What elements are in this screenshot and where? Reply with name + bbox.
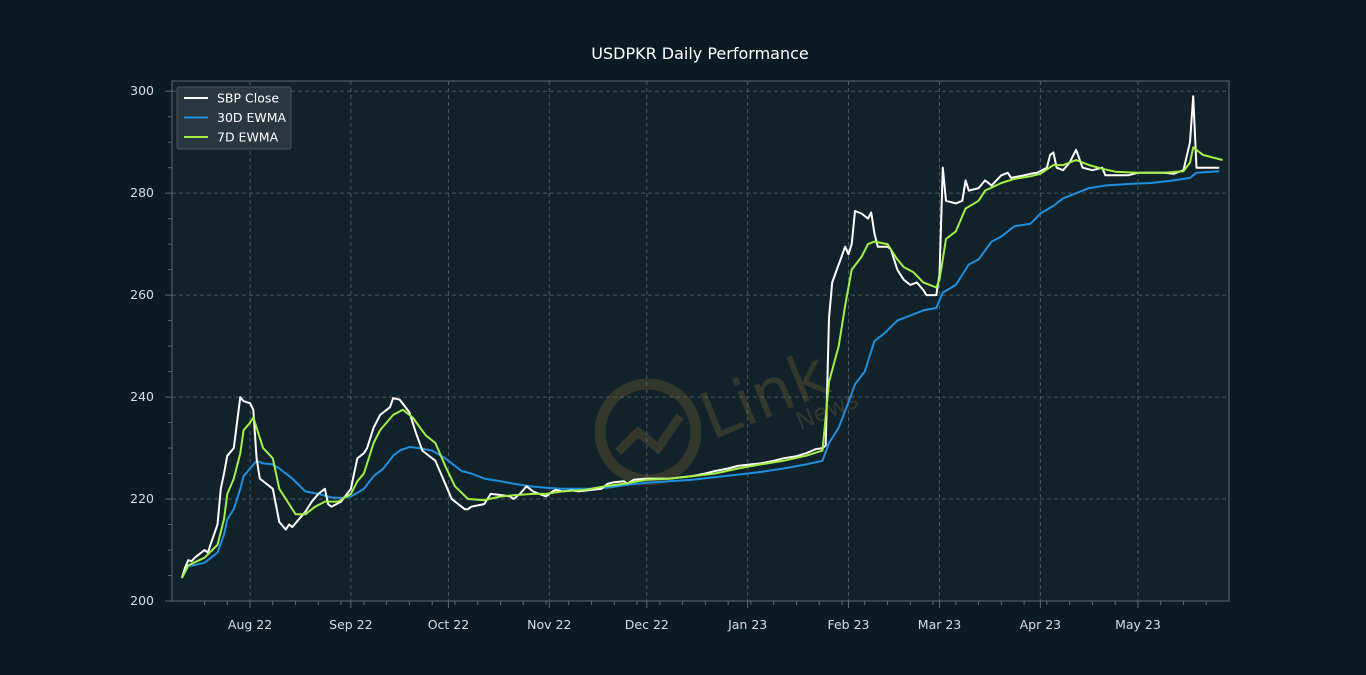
x-tick-label: Oct 22 — [428, 617, 470, 632]
chart-title: USDPKR Daily Performance — [591, 44, 809, 63]
x-tick-label: Sep 22 — [329, 617, 372, 632]
series-line-2 — [180, 146, 1223, 579]
grid — [172, 81, 1229, 602]
y-tick-label: 220 — [130, 491, 154, 506]
x-tick-label: Dec 22 — [625, 617, 669, 632]
series-line-1 — [180, 170, 1220, 579]
y-tick-label: 300 — [130, 83, 154, 98]
x-tick-label: Nov 22 — [527, 617, 571, 632]
y-tick-label: 240 — [130, 389, 154, 404]
plot-area — [172, 81, 1229, 601]
y-tick-label: 200 — [130, 593, 154, 608]
legend-box — [176, 86, 292, 150]
legend-label-1: 30D EWMA — [217, 110, 287, 125]
x-tick-label: Feb 23 — [827, 617, 869, 632]
axes: 200 220 240 260 280 300 Aug 22 Sep 22 Oct 22 Nov … — [130, 80, 1230, 632]
series-lines — [180, 95, 1223, 579]
x-tick-label: Mar 23 — [918, 617, 961, 632]
legend: SBP Close 30D EWMA 7D EWMA — [176, 86, 292, 150]
x-tick-label: May 23 — [1115, 617, 1161, 632]
plot-frame — [171, 80, 1230, 602]
y-tick-label: 260 — [130, 287, 154, 302]
legend-label-0: SBP Close — [217, 91, 279, 106]
y-tick-label: 280 — [130, 185, 154, 200]
series-line-0 — [180, 95, 1220, 579]
x-tick-label: Jan 23 — [727, 617, 767, 632]
legend-label-2: 7D EWMA — [217, 130, 279, 145]
x-tick-label: Apr 23 — [1020, 617, 1062, 632]
x-tick-label: Aug 22 — [228, 617, 272, 632]
